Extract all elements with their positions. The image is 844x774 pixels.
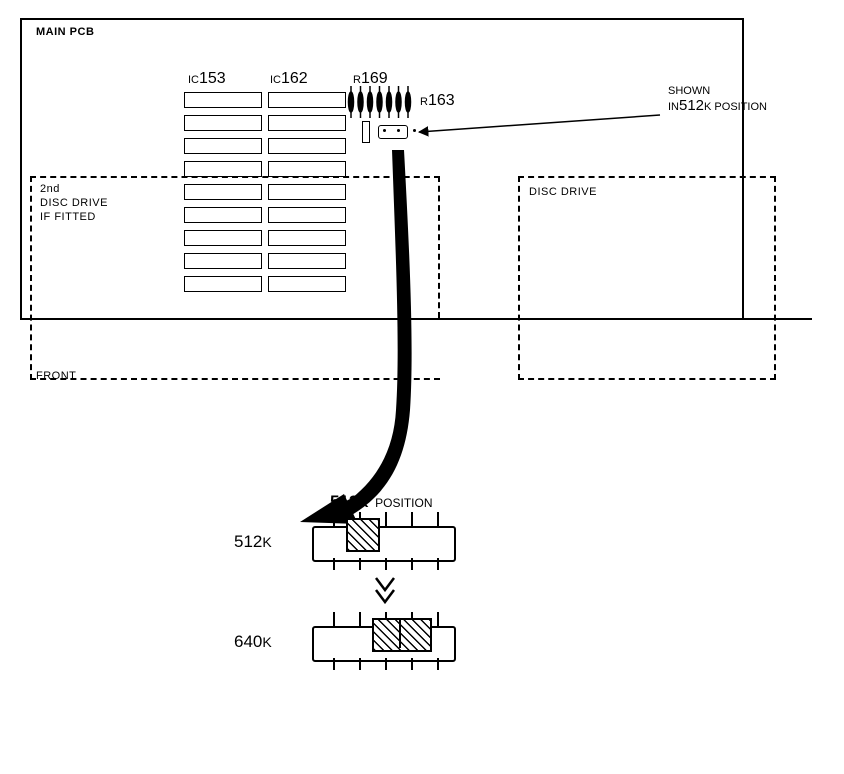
shunt-640k — [372, 618, 432, 652]
pcb-diagram: MAIN PCB IC153 IC162 R169 R163 SHOWN IN5… — [0, 0, 844, 774]
detail-jumper-640k — [0, 0, 844, 774]
shunt-640k-divider — [399, 618, 401, 648]
label-640k: 640K — [234, 632, 272, 652]
